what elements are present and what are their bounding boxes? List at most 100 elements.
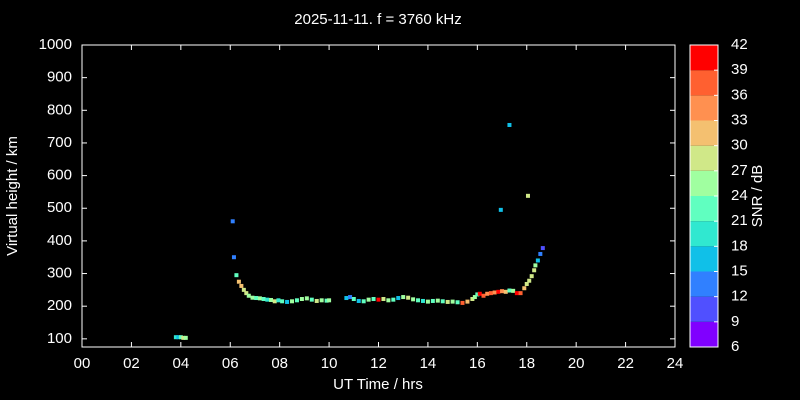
point — [280, 299, 285, 304]
point — [391, 297, 396, 302]
colorbar-tick-label: 9 — [731, 313, 739, 330]
point — [244, 291, 249, 296]
point — [173, 335, 178, 340]
point — [294, 298, 299, 303]
point — [178, 335, 183, 340]
point — [411, 297, 416, 302]
point — [514, 291, 519, 296]
point — [250, 295, 255, 300]
x-tick-label: 06 — [222, 355, 239, 372]
colorbar-block — [690, 45, 718, 71]
point — [500, 289, 505, 294]
point — [181, 335, 186, 340]
point — [525, 193, 530, 198]
point — [285, 299, 290, 304]
point — [503, 289, 508, 294]
x-tick-label: 00 — [74, 355, 91, 372]
point — [430, 298, 435, 303]
colorbar-tick-label: 15 — [731, 262, 748, 279]
point — [366, 297, 371, 302]
y-tick-label: 400 — [47, 232, 72, 249]
y-tick-label: 900 — [47, 69, 72, 86]
point — [535, 258, 540, 263]
x-tick-label: 16 — [469, 355, 486, 372]
point — [230, 219, 235, 224]
point — [481, 293, 486, 298]
point — [344, 296, 349, 301]
y-tick-label: 100 — [47, 330, 72, 347]
point — [176, 335, 181, 340]
point — [518, 291, 523, 296]
point — [290, 299, 295, 304]
point — [477, 291, 482, 296]
point — [492, 290, 497, 295]
x-tick-label: 24 — [667, 355, 684, 372]
point — [488, 291, 493, 296]
colorbar-label: SNR / dB — [749, 165, 766, 228]
y-tick-label: 500 — [47, 199, 72, 216]
colorbar-block — [690, 296, 718, 322]
point — [183, 335, 188, 340]
colorbar-block — [690, 196, 718, 222]
colorbar-tick-label: 6 — [731, 338, 739, 355]
chart-title: 2025-11-11. f = 3760 kHz — [294, 11, 461, 28]
colorbar-tick-label: 42 — [731, 36, 748, 53]
point — [406, 295, 411, 300]
point — [272, 299, 277, 304]
colorbar-tick-label: 36 — [731, 86, 748, 103]
point — [529, 274, 534, 279]
x-tick-label: 12 — [370, 355, 387, 372]
point — [511, 288, 516, 293]
point — [381, 297, 386, 302]
point — [460, 300, 465, 305]
point — [241, 287, 246, 292]
x-tick-label: 10 — [321, 355, 338, 372]
point — [348, 295, 353, 300]
point — [386, 298, 391, 303]
y-axis-label: Virtual height / km — [4, 136, 21, 256]
x-axis-label: UT Time / hrs — [333, 376, 423, 393]
colorbar-tick-label: 21 — [731, 212, 748, 229]
x-tick-label: 14 — [420, 355, 437, 372]
colorbar-block — [690, 120, 718, 146]
point — [527, 278, 532, 283]
point — [420, 298, 425, 303]
point — [465, 299, 470, 304]
x-tick-label: 18 — [518, 355, 535, 372]
point — [236, 279, 241, 284]
point — [319, 298, 324, 303]
point — [327, 298, 332, 303]
point — [257, 296, 262, 301]
colorbar-block — [690, 95, 718, 121]
point — [416, 298, 421, 303]
point — [396, 296, 401, 301]
x-tick-label: 08 — [271, 355, 288, 372]
colorbar-tick-label: 18 — [731, 237, 748, 254]
colorbar-tick-label: 33 — [731, 111, 748, 128]
point — [361, 299, 366, 304]
y-tick-label: 800 — [47, 101, 72, 118]
plot-frame — [81, 44, 676, 348]
point — [472, 295, 477, 300]
colorbar-tick-label: 30 — [731, 137, 748, 154]
point — [532, 268, 537, 273]
y-tick-label: 300 — [47, 265, 72, 282]
point — [356, 298, 361, 303]
point — [276, 298, 281, 303]
colorbar-block — [690, 221, 718, 247]
point — [540, 246, 545, 251]
point — [265, 297, 270, 302]
point — [450, 299, 455, 304]
y-tick-label: 200 — [47, 297, 72, 314]
point — [269, 297, 274, 302]
colorbar-tick-label: 12 — [731, 288, 748, 305]
point — [498, 207, 503, 212]
point — [507, 122, 512, 127]
colorbar-tick-label: 24 — [731, 187, 748, 204]
point — [522, 286, 527, 291]
colorbar-tick-label: 39 — [731, 61, 748, 78]
point — [445, 299, 450, 304]
point — [234, 273, 239, 278]
point — [425, 299, 430, 304]
